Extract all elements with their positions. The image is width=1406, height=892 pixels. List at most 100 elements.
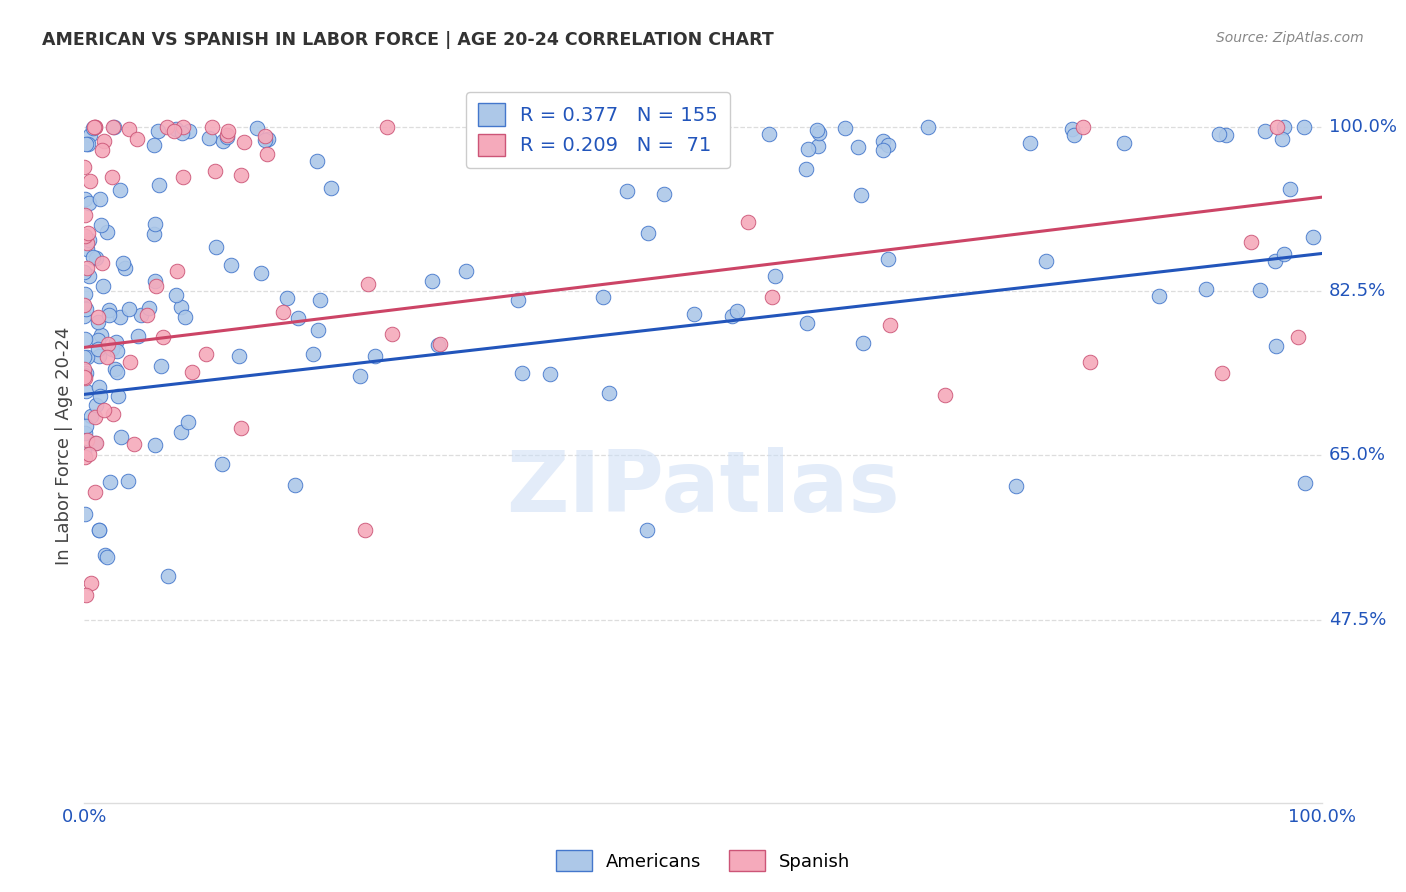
Point	[1272, 247, 1295, 261]
Point	[510, 366, 533, 380]
Text: AMERICAN VS SPANISH IN LABOR FORCE | AGE 20-24 CORRELATION CHART: AMERICAN VS SPANISH IN LABOR FORCE | AGE…	[42, 31, 773, 49]
Point	[420, 274, 443, 288]
Point	[138, 301, 160, 315]
Point	[89, 380, 111, 394]
Point	[73, 192, 96, 206]
Point	[1240, 235, 1263, 250]
Point	[98, 475, 121, 490]
Point	[73, 450, 96, 465]
Point	[73, 209, 96, 223]
Text: 65.0%: 65.0%	[1329, 446, 1386, 465]
Point	[381, 326, 404, 341]
Point	[720, 309, 742, 323]
Point	[89, 192, 111, 206]
Point	[1265, 339, 1288, 353]
Point	[103, 120, 125, 134]
Point	[598, 385, 620, 400]
Point	[683, 307, 706, 321]
Point	[96, 549, 118, 564]
Point	[73, 332, 96, 346]
Point	[165, 288, 187, 302]
Point	[143, 437, 166, 451]
Point	[1264, 254, 1286, 268]
Point	[75, 588, 97, 602]
Point	[84, 251, 107, 265]
Point	[143, 274, 166, 288]
Point	[143, 138, 166, 153]
Point	[807, 127, 830, 141]
Point	[852, 335, 875, 350]
Point	[87, 315, 110, 329]
Point	[86, 398, 108, 412]
Point	[1063, 128, 1085, 143]
Point	[321, 181, 343, 195]
Point	[797, 142, 820, 156]
Point	[73, 229, 96, 244]
Point	[794, 161, 817, 176]
Legend: Americans, Spanish: Americans, Spanish	[548, 843, 858, 879]
Point	[211, 457, 233, 471]
Point	[127, 131, 149, 145]
Point	[73, 309, 96, 323]
Point	[84, 485, 107, 500]
Point	[179, 123, 201, 137]
Point	[308, 323, 330, 337]
Point	[725, 303, 748, 318]
Point	[73, 264, 96, 278]
Point	[143, 217, 166, 231]
Point	[90, 256, 112, 270]
Point	[93, 134, 115, 148]
Point	[76, 243, 98, 257]
Point	[104, 362, 127, 376]
Point	[89, 350, 111, 364]
Text: Source: ZipAtlas.com: Source: ZipAtlas.com	[1216, 31, 1364, 45]
Point	[73, 362, 96, 376]
Point	[198, 130, 221, 145]
Point	[616, 184, 638, 198]
Point	[104, 334, 127, 349]
Point	[308, 293, 330, 307]
Point	[169, 425, 191, 440]
Point	[75, 136, 97, 151]
Point	[506, 293, 529, 307]
Point	[276, 291, 298, 305]
Point	[89, 523, 111, 537]
Point	[302, 347, 325, 361]
Point	[307, 154, 329, 169]
Point	[212, 134, 235, 148]
Point	[77, 234, 100, 248]
Point	[353, 523, 375, 537]
Point	[170, 127, 193, 141]
Point	[257, 132, 280, 146]
Point	[849, 188, 872, 202]
Text: ZIPatlas: ZIPatlas	[506, 447, 900, 531]
Point	[117, 474, 139, 488]
Point	[103, 120, 125, 134]
Point	[166, 263, 188, 277]
Point	[75, 301, 97, 316]
Point	[876, 252, 898, 267]
Point	[1062, 121, 1084, 136]
Point	[357, 277, 380, 291]
Point	[256, 147, 278, 161]
Point	[592, 290, 614, 304]
Point	[538, 368, 561, 382]
Point	[108, 183, 131, 197]
Point	[84, 435, 107, 450]
Point	[287, 310, 309, 325]
Point	[107, 389, 129, 403]
Point	[1112, 136, 1135, 151]
Point	[75, 366, 97, 380]
Text: 47.5%: 47.5%	[1329, 611, 1386, 629]
Point	[761, 290, 783, 304]
Point	[877, 138, 900, 153]
Point	[136, 309, 159, 323]
Point	[77, 226, 100, 240]
Point	[87, 342, 110, 356]
Point	[156, 120, 179, 134]
Point	[124, 436, 146, 450]
Point	[426, 338, 449, 352]
Point	[846, 139, 869, 153]
Point	[76, 351, 98, 365]
Point	[1035, 253, 1057, 268]
